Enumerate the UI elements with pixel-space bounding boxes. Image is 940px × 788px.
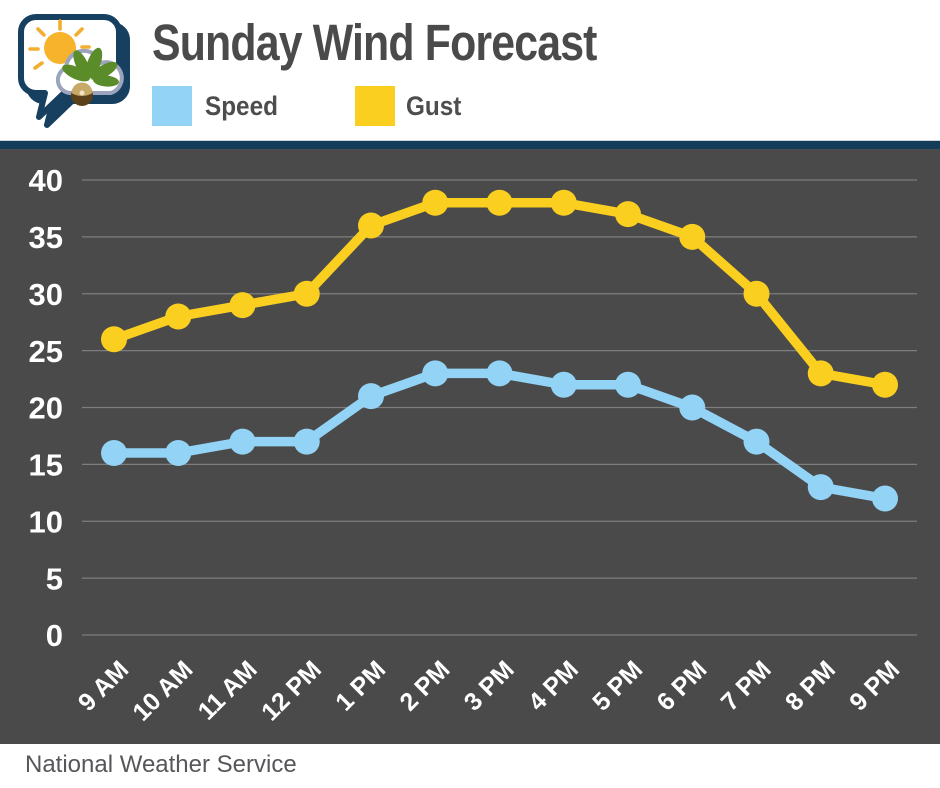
legend-swatch-gust — [355, 86, 395, 126]
speed-point-3-pm — [486, 360, 513, 387]
gust-point-5-pm — [615, 201, 641, 228]
x-axis-label-9-pm: 9 PM — [844, 655, 905, 716]
speed-point-7-pm — [743, 428, 770, 455]
y-axis-label-10: 10 — [29, 504, 63, 539]
speed-point-5-pm — [615, 371, 641, 398]
gust-point-9-pm — [872, 371, 898, 398]
chart-legend: Speed Gust — [0, 85, 940, 127]
header: Sunday Wind Forecast Speed Gust — [0, 0, 940, 141]
speed-point-9-am — [101, 440, 127, 466]
legend-swatch-speed — [152, 86, 192, 126]
x-axis-label-2-pm: 2 PM — [394, 655, 455, 716]
buckeye-nut-icon — [71, 82, 93, 106]
x-axis-label-5-pm: 5 PM — [587, 655, 648, 716]
chart-area: 0 5 10 15 20 25 30 35 40 9 AM 10 AM 11 AM 12 PM 1 PM 2… — [0, 149, 940, 744]
legend-label-speed: Speed — [205, 91, 278, 121]
gust-point-9-am — [101, 326, 127, 353]
gust-point-6-pm — [679, 223, 706, 250]
chart-title: Sunday Wind Forecast — [152, 14, 597, 71]
gust-point-10-am — [165, 303, 192, 330]
x-axis-label-4-pm: 4 PM — [523, 655, 584, 716]
x-axis-label-8-pm: 8 PM — [780, 655, 841, 716]
y-axis-label-30: 30 — [29, 277, 63, 312]
speed-point-4-pm — [550, 371, 577, 398]
y-axis-label-25: 25 — [29, 334, 63, 369]
x-axis-label-1-pm: 1 PM — [330, 655, 391, 716]
speed-point-6-pm — [679, 394, 706, 421]
x-axis-label-11-am: 11 AM — [193, 655, 263, 725]
gust-point-7-pm — [743, 280, 770, 307]
gust-point-1-pm — [358, 212, 384, 239]
speed-line — [109, 368, 890, 504]
buckeye-leaf-icon — [62, 47, 119, 87]
x-axis-label-7-pm: 7 PM — [716, 655, 777, 716]
speed-point-1-pm — [358, 383, 384, 410]
y-axis-label-5: 5 — [46, 561, 63, 596]
y-axis-label-0: 0 — [46, 618, 63, 653]
x-axis-label-3-pm: 3 PM — [459, 655, 520, 716]
gust-point-3-pm — [486, 189, 513, 216]
speed-point-11-am — [229, 428, 256, 455]
y-axis-label-35: 35 — [29, 220, 63, 255]
sun-icon — [28, 19, 91, 70]
speed-point-8-pm — [807, 474, 834, 501]
divider-bar — [0, 140, 940, 149]
x-axis-label-12-pm: 12 PM — [256, 655, 327, 726]
speed-point-2-pm — [422, 360, 449, 387]
x-axis-label-10-am: 10 AM — [127, 655, 198, 726]
speed-point-12-pm — [293, 428, 320, 455]
speed-point-9-pm — [872, 485, 898, 512]
gust-point-2-pm — [422, 189, 449, 216]
gust-point-4-pm — [550, 189, 577, 216]
x-axis-label-6-pm: 6 PM — [651, 655, 712, 716]
weather-logo-icon — [18, 14, 130, 128]
gust-point-11-am — [229, 292, 256, 319]
y-axis-label-20: 20 — [29, 391, 63, 426]
gust-point-8-pm — [807, 360, 834, 387]
gust-point-12-pm — [293, 280, 320, 307]
source-attribution: National Weather Service — [25, 751, 297, 778]
y-axis-label-40: 40 — [29, 163, 63, 198]
speed-point-10-am — [165, 440, 192, 466]
footer: National Weather Service — [0, 744, 940, 788]
x-axis-label-9-am: 9 AM — [73, 655, 134, 716]
y-axis-label-15: 15 — [29, 448, 63, 483]
legend-label-gust: Gust — [406, 91, 462, 121]
